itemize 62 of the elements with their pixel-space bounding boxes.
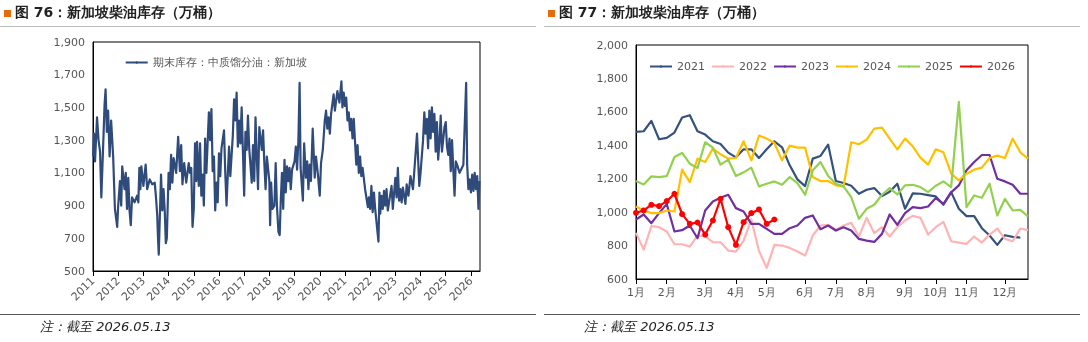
y-tick-label: 700 — [64, 231, 85, 245]
y-tick-label: 1,900 — [53, 35, 85, 49]
x-tick-label: 2月 — [657, 286, 676, 299]
x-tick-label: 3月 — [696, 286, 715, 299]
y-tick-label: 1,200 — [596, 172, 628, 186]
y-tick-label: 2,000 — [596, 38, 628, 52]
point — [656, 203, 663, 210]
x-tick-label: 9月 — [896, 286, 915, 299]
x-tick-label: 5月 — [757, 286, 776, 299]
y-tick-label: 800 — [607, 239, 628, 253]
x-tick-label: 12月 — [992, 286, 1018, 299]
point — [740, 219, 747, 226]
point — [671, 190, 678, 197]
text: 注：截至 2026.05.13 — [40, 318, 171, 336]
legend-label: 期末库存：中质馏分油：新加坡 — [152, 56, 307, 69]
line-series — [634, 153, 1030, 243]
x-tick-label: 11月 — [954, 286, 980, 299]
legend-label: 2026 — [986, 60, 1015, 73]
legend-label: 2024 — [862, 60, 891, 73]
y-tick-label: 1,300 — [53, 133, 85, 147]
y-tick-label: 1,800 — [596, 71, 628, 85]
point — [732, 241, 739, 248]
x-tick-label: 6月 — [796, 286, 815, 299]
x-tick-label: 10月 — [923, 286, 949, 299]
point — [763, 220, 770, 227]
point — [663, 198, 670, 205]
chart-title: 图 77：新加坡柴油库存（万桶） — [559, 4, 766, 22]
point — [755, 206, 762, 213]
point — [633, 209, 639, 216]
text: 注：截至 2026.05.13 — [584, 318, 715, 336]
point — [709, 217, 716, 224]
line-series — [634, 126, 1030, 215]
y-tick-label: 1,100 — [53, 166, 85, 180]
y-tick-label: 1,700 — [53, 68, 85, 82]
point — [725, 224, 732, 231]
legend-label: 2022 — [738, 60, 767, 73]
y-tick-label: 1,500 — [53, 100, 85, 114]
x-tick-label: 8月 — [857, 286, 876, 299]
line-series — [634, 214, 1030, 270]
point — [679, 211, 686, 218]
legend-label: 2023 — [800, 60, 829, 73]
x-tick-label: 7月 — [826, 286, 845, 299]
y-tick-label: 1,000 — [596, 205, 628, 219]
point — [717, 195, 724, 202]
legend-label: 2021 — [677, 60, 705, 73]
y-tick-label: 500 — [64, 264, 85, 278]
point — [694, 219, 701, 226]
y-tick-label: 600 — [607, 272, 628, 286]
line-series — [634, 114, 1022, 246]
point — [702, 231, 709, 238]
point — [748, 210, 755, 217]
y-tick-label: 900 — [64, 199, 85, 213]
y-tick-label: 1,400 — [596, 138, 628, 152]
y-tick-label: 1,600 — [596, 105, 628, 119]
line-series — [634, 100, 1030, 220]
legend-label: 2025 — [924, 60, 953, 73]
line-series — [91, 80, 481, 256]
x-tick-label: 4月 — [726, 286, 745, 299]
x-tick-label: 1月 — [627, 286, 645, 299]
point — [648, 201, 655, 208]
point — [686, 220, 693, 227]
chart-title: 图 76：新加坡柴油库存（万桶） — [15, 4, 222, 22]
